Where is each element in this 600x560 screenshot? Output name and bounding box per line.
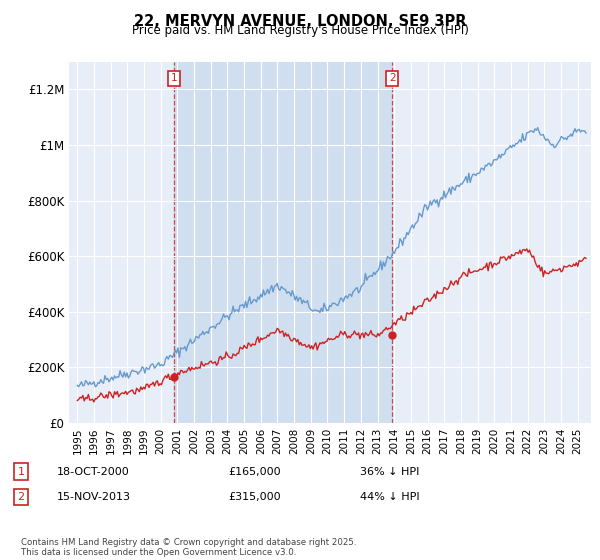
- Text: 15-NOV-2013: 15-NOV-2013: [57, 492, 131, 502]
- Text: 22, MERVYN AVENUE, LONDON, SE9 3PR: 22, MERVYN AVENUE, LONDON, SE9 3PR: [134, 14, 466, 29]
- Bar: [174, 62, 392, 423]
- Text: 18-OCT-2000: 18-OCT-2000: [57, 466, 130, 477]
- Text: Contains HM Land Registry data © Crown copyright and database right 2025.
This d: Contains HM Land Registry data © Crown c…: [21, 538, 356, 557]
- Text: £165,000: £165,000: [228, 466, 281, 477]
- Text: 36% ↓ HPI: 36% ↓ HPI: [360, 466, 419, 477]
- Text: 44% ↓ HPI: 44% ↓ HPI: [360, 492, 419, 502]
- Text: 2: 2: [389, 73, 395, 83]
- Text: 1: 1: [17, 466, 25, 477]
- Text: 2: 2: [17, 492, 25, 502]
- Text: £315,000: £315,000: [228, 492, 281, 502]
- Text: 1: 1: [171, 73, 178, 83]
- Text: Price paid vs. HM Land Registry's House Price Index (HPI): Price paid vs. HM Land Registry's House …: [131, 24, 469, 37]
